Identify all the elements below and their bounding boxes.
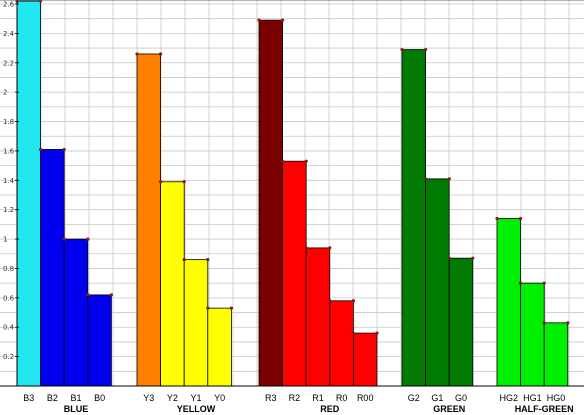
bar-vertex-marker <box>86 293 90 297</box>
bar-vertex-marker <box>257 18 261 22</box>
y-tick-label: 0.2 <box>3 353 14 361</box>
bar-r2 <box>282 160 307 387</box>
category-label: R3 <box>265 393 277 403</box>
y-tick-label: 1.4 <box>3 177 15 185</box>
bar-y2 <box>160 181 185 387</box>
bar-vertex-marker <box>351 299 355 303</box>
group-label: YELLOW <box>177 404 216 414</box>
bar-vertex-marker <box>424 47 428 52</box>
y-tick-label: 0.8 <box>3 265 14 273</box>
bar-r00 <box>352 332 378 387</box>
category-label: R1 <box>312 393 324 403</box>
bar-vertex-marker <box>519 281 523 285</box>
bar-vertex-marker <box>351 331 355 335</box>
bar-vertex-marker <box>62 237 66 241</box>
y-tick-label: 2 <box>3 89 7 97</box>
bar-vertex-marker <box>281 159 285 163</box>
bar-vertex-marker <box>304 159 308 163</box>
bar-vertex-marker <box>447 177 451 181</box>
bar-b3 <box>16 0 42 387</box>
category-label: R2 <box>289 393 301 403</box>
bar-vertex-marker <box>447 256 451 260</box>
category-label: Y1 <box>190 393 201 403</box>
bar-vertex-marker <box>229 306 233 310</box>
bar-vertex-marker <box>86 237 90 241</box>
bar-y3 <box>136 53 162 387</box>
category-label: Y2 <box>167 393 178 403</box>
y-tick-label: 1.6 <box>3 147 15 155</box>
bar-vertex-marker <box>400 47 404 52</box>
bar-hg2 <box>496 218 522 387</box>
group-label: RED <box>320 404 340 414</box>
bar-hg0 <box>543 322 569 387</box>
y-tick-label: 2.6 <box>3 1 15 9</box>
bar-vertex-marker <box>542 281 546 285</box>
category-label: B1 <box>70 393 81 403</box>
bar-r1 <box>305 247 331 387</box>
y-tick-label: 0.6 <box>3 294 15 302</box>
bar-hg1 <box>520 282 545 387</box>
bars <box>15 0 570 387</box>
bar-r3 <box>258 19 284 387</box>
group-label: HALF-GREEN <box>515 404 574 414</box>
bar-vertex-marker <box>471 256 475 260</box>
bar-g2 <box>401 49 427 387</box>
bar-vertex-marker <box>206 258 210 262</box>
category-label: Y3 <box>143 393 154 403</box>
bar-vertex-marker <box>519 216 523 221</box>
bar-b1 <box>63 238 89 387</box>
bar-vertex-marker <box>495 216 499 221</box>
category-label: G2 <box>408 393 420 403</box>
bar-vertex-marker <box>375 331 379 335</box>
category-label: G0 <box>455 393 467 403</box>
category-label: HG1 <box>523 393 542 403</box>
category-label: G1 <box>431 393 443 403</box>
category-label: B2 <box>47 393 58 403</box>
group-label: GREEN <box>433 404 465 414</box>
bar-vertex-marker <box>542 321 546 325</box>
y-tick-label: 2.4 <box>3 30 15 38</box>
category-label: Y0 <box>214 393 225 403</box>
category-label: HG0 <box>547 393 566 403</box>
bar-vertex-marker <box>566 321 570 325</box>
bar-vertex-marker <box>304 246 308 250</box>
bar-r0 <box>329 300 354 387</box>
bar-vertex-marker <box>206 306 210 310</box>
bar-vertex-marker <box>182 180 186 184</box>
bar-vertex-marker <box>159 180 163 184</box>
y-tick-label: 0.4 <box>3 324 15 332</box>
bar-b0 <box>87 294 112 387</box>
bar-vertex-marker <box>135 52 139 56</box>
bar-y1 <box>183 259 209 387</box>
category-label: B0 <box>94 393 105 403</box>
bar-vertex-marker <box>281 18 285 22</box>
category-label: R0 <box>336 393 348 403</box>
y-tick-label: 1.2 <box>3 206 14 214</box>
category-label: HG2 <box>500 393 519 403</box>
group-label: BLUE <box>64 404 89 414</box>
bar-g1 <box>425 178 450 387</box>
bar-vertex-marker <box>424 177 428 181</box>
category-label: R00 <box>357 393 374 403</box>
y-tick-label: 1 <box>3 236 7 244</box>
axes <box>0 0 584 387</box>
bar-vertex-marker <box>159 52 163 56</box>
bar-vertex-marker <box>328 299 332 303</box>
bar-b2 <box>40 149 65 387</box>
bar-y0 <box>207 307 232 387</box>
bar-vertex-marker <box>62 147 66 152</box>
bar-g0 <box>448 257 474 387</box>
bar-vertex-marker <box>109 293 113 297</box>
bar-vertex-marker <box>182 258 186 262</box>
y-tick-label: 2.2 <box>3 59 14 67</box>
y-tick-label: 1.8 <box>3 118 14 126</box>
category-label: B3 <box>23 393 34 403</box>
bar-vertex-marker <box>39 0 43 3</box>
bar-vertex-marker <box>39 147 43 152</box>
bar-vertex-marker <box>328 246 332 250</box>
